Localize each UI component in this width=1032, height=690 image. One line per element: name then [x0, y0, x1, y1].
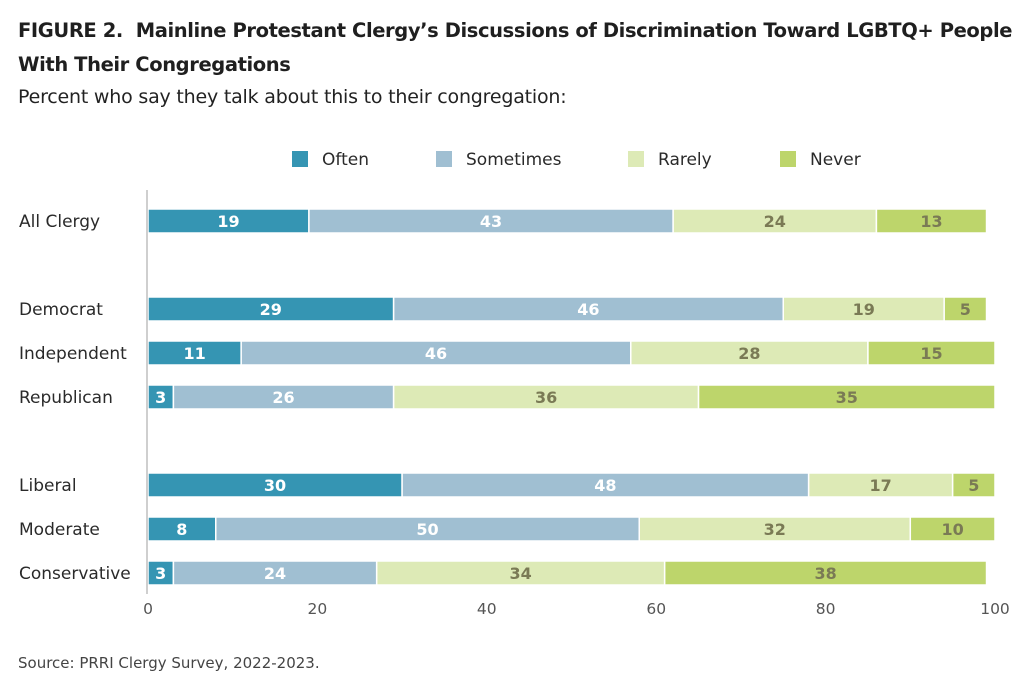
bar-row-conservative: Conservative 3 24 34 38	[19, 560, 988, 586]
data-label-often: 8	[176, 520, 187, 539]
data-label-never: 5	[960, 300, 971, 319]
legend-item-sometimes: Sometimes	[436, 150, 562, 170]
data-label-sometimes: 46	[577, 300, 599, 319]
bar-segment-often	[147, 296, 395, 322]
category-label: Moderate	[19, 520, 100, 540]
source-note: Source: PRRI Clergy Survey, 2022-2023.	[18, 654, 320, 672]
x-tick-label: 0	[143, 600, 153, 618]
bar-segment-often	[147, 516, 217, 542]
chart-bars: All Clergy 19 43 24 13 Democrat 29 46 19 5 Indepen…	[19, 208, 996, 586]
legend-label-rarely: Rarely	[658, 150, 712, 170]
legend-label-never: Never	[810, 150, 861, 170]
bar-segment-sometimes	[215, 516, 641, 542]
bar-segment-rarely	[638, 516, 912, 542]
legend-swatch-rarely	[628, 151, 644, 167]
data-label-often: 11	[183, 344, 205, 363]
bar-row-independent: Independent 11 46 28 15	[19, 340, 996, 366]
legend-label-sometimes: Sometimes	[466, 150, 562, 170]
x-tick-label: 20	[308, 600, 328, 618]
data-label-rarely: 34	[510, 564, 532, 583]
data-label-rarely: 36	[535, 388, 557, 407]
bar-segment-often	[147, 560, 175, 586]
data-label-never: 10	[942, 520, 964, 539]
data-label-rarely: 24	[764, 212, 786, 231]
category-label: Democrat	[19, 300, 103, 320]
figure-title-text: Mainline Protestant Clergy’s Discussions…	[18, 19, 1013, 76]
bar-segment-never	[909, 516, 996, 542]
bar-segment-never	[867, 340, 996, 366]
bar-segment-rarely	[392, 384, 700, 410]
x-tick-label: 60	[646, 600, 666, 618]
bar-segment-sometimes	[240, 340, 632, 366]
x-tick-label: 100	[980, 600, 1010, 618]
data-label-sometimes: 46	[425, 344, 447, 363]
bar-row-democrat: Democrat 29 46 19 5	[19, 296, 988, 322]
legend-label-often: Often	[322, 150, 369, 170]
bar-row-all-clergy: All Clergy 19 43 24 13	[19, 208, 988, 234]
bar-segment-sometimes	[392, 296, 784, 322]
figure-number: FIGURE 2.	[18, 19, 123, 42]
x-axis: 0 20 40 60 80 100	[143, 190, 1010, 618]
bar-segment-sometimes	[172, 384, 395, 410]
data-label-never: 5	[968, 476, 979, 495]
legend-item-rarely: Rarely	[628, 150, 712, 170]
category-label: Liberal	[19, 476, 77, 496]
category-label: All Clergy	[19, 212, 100, 232]
data-label-sometimes: 43	[480, 212, 502, 231]
data-label-rarely: 17	[870, 476, 892, 495]
data-label-often: 30	[264, 476, 286, 495]
bar-row-liberal: Liberal 30 48 17 5	[19, 472, 996, 498]
chart-legend: Often Sometimes Rarely Never	[292, 150, 861, 170]
legend-swatch-never	[780, 151, 796, 167]
bar-segment-never	[943, 296, 988, 322]
data-label-sometimes: 48	[594, 476, 616, 495]
data-label-often: 29	[260, 300, 282, 319]
chart-title: FIGURE 2. Mainline Protestant Clergy’s D…	[18, 14, 1013, 82]
data-label-rarely: 32	[764, 520, 786, 539]
data-label-often: 3	[155, 388, 166, 407]
category-label: Independent	[19, 344, 127, 364]
legend-swatch-often	[292, 151, 308, 167]
data-label-never: 38	[814, 564, 836, 583]
bar-segment-rarely	[375, 560, 666, 586]
legend-item-often: Often	[292, 150, 369, 170]
data-label-sometimes: 50	[416, 520, 438, 539]
bar-segment-rarely	[782, 296, 945, 322]
data-label-often: 3	[155, 564, 166, 583]
bar-segment-never	[951, 472, 996, 498]
data-label-sometimes: 24	[264, 564, 286, 583]
bar-segment-never	[875, 208, 988, 234]
data-label-never: 35	[836, 388, 858, 407]
data-label-rarely: 19	[853, 300, 875, 319]
legend-item-never: Never	[780, 150, 861, 170]
bar-segment-sometimes	[308, 208, 674, 234]
category-label: Conservative	[19, 564, 131, 584]
data-label-never: 13	[920, 212, 942, 231]
legend-swatch-sometimes	[436, 151, 452, 167]
bar-segment-rarely	[672, 208, 878, 234]
data-label-rarely: 28	[738, 344, 760, 363]
bar-segment-never	[663, 560, 988, 586]
data-label-often: 19	[217, 212, 239, 231]
bar-segment-never	[697, 384, 996, 410]
category-label: Republican	[19, 388, 113, 408]
x-tick-label: 80	[816, 600, 836, 618]
chart-subtitle: Percent who say they talk about this to …	[18, 86, 567, 108]
x-tick-label: 40	[477, 600, 497, 618]
bar-segment-sometimes	[401, 472, 810, 498]
data-label-sometimes: 26	[272, 388, 294, 407]
data-label-never: 15	[920, 344, 942, 363]
bar-row-moderate: Moderate 8 50 32 10	[19, 516, 996, 542]
bar-row-republican: Republican 3 26 36 35	[19, 384, 996, 410]
